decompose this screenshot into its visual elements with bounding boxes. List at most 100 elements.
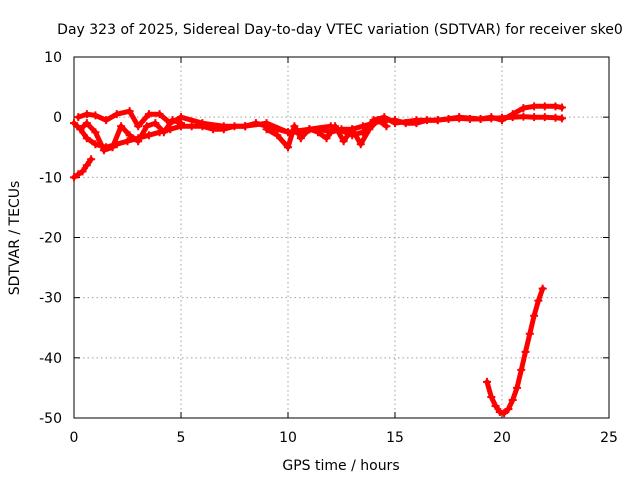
y-tick-label: -40 [39,351,62,367]
data-point-early-descent-2 [78,167,87,176]
chart-title: Day 323 of 2025, Sidereal Day-to-day VTE… [57,22,623,38]
data-point-upper-track-33 [551,102,560,111]
data-point-middle-jitter-9 [339,137,348,146]
data-point-middle-jitter-14 [382,122,391,131]
data-point-upper-track-21 [380,113,389,122]
data-point-loop-track-9 [151,119,160,128]
data-point-loop-track-6 [125,131,134,140]
data-point-early-descent-4 [87,155,96,164]
data-point-middle-jitter-13 [373,116,382,125]
data-point-upper-track-3 [102,116,111,125]
data-point-main-track-47 [557,114,566,123]
data-point-dip-arc-5 [504,404,513,413]
data-point-upper-track-0 [74,113,83,122]
data-point-loop-track-11 [168,116,177,125]
data-point-early-descent-3 [82,161,91,170]
data-point-early-descent-1 [74,170,83,179]
y-tick-label: -20 [39,231,62,247]
data-point-upper-track-5 [125,107,134,116]
data-point-dip-arc-3 [495,407,504,416]
x-tick-label: 25 [600,430,618,446]
x-tick-label: 10 [279,430,297,446]
data-point-dip-arc-11 [530,311,539,320]
data-point-middle-jitter-11 [356,140,365,149]
data-point-middle-jitter-1 [273,131,282,140]
data-point-upper-track-1 [82,110,91,119]
data-point-dip-arc-4 [500,409,509,418]
data-point-dip-arc-2 [491,401,500,410]
data-point-middle-jitter-6 [313,128,322,137]
data-point-upper-track-31 [530,102,539,111]
x-tick-label: 20 [493,430,511,446]
data-point-dip-arc-9 [521,347,530,356]
data-point-main-track-0 [70,119,78,128]
data-point-upper-track-23 [412,116,421,125]
data-point-dip-arc-1 [487,392,496,401]
data-point-upper-track-27 [487,113,496,122]
x-tick-label: 15 [386,430,404,446]
data-point-upper-track-12 [219,122,228,131]
data-point-middle-jitter-10 [348,125,357,134]
data-point-middle-jitter-4 [296,134,305,143]
data-point-loop-track-1 [82,119,91,128]
data-point-dip-arc-13 [538,284,547,293]
data-point-upper-track-30 [519,104,528,113]
data-point-upper-track-4 [112,110,121,119]
data-point-main-track-43 [519,112,528,121]
data-point-upper-track-22 [391,119,399,128]
data-point-upper-track-25 [455,113,464,122]
data-point-middle-jitter-8 [331,122,340,131]
data-point-upper-track-28 [498,116,506,125]
data-point-upper-track-29 [508,110,517,119]
x-tick-label: 0 [70,430,79,446]
data-series [70,102,566,418]
data-point-main-track-12 [187,122,196,131]
data-point-middle-jitter-2 [284,143,292,152]
data-point-upper-track-7 [144,110,153,119]
data-point-upper-track-11 [198,119,207,128]
data-point-loop-track-5 [117,122,126,131]
y-tick-label: 10 [44,50,62,66]
data-point-loop-track-10 [159,128,168,137]
data-point-loop-track-12 [177,119,185,128]
x-axis-label: GPS time / hours [282,458,399,474]
data-point-middle-jitter-3 [290,122,299,131]
grid-lines [74,57,609,418]
data-point-dip-arc-12 [534,296,543,305]
data-point-dip-arc-10 [525,329,534,338]
data-point-main-track-8 [144,131,153,140]
data-point-upper-track-34 [557,103,566,112]
data-point-main-track-45 [540,113,549,122]
y-tick-label: -50 [39,411,62,427]
data-point-main-track-44 [530,113,539,122]
data-point-dip-arc-0 [483,377,492,386]
data-point-middle-jitter-12 [365,125,374,134]
data-point-upper-track-2 [91,111,100,120]
data-point-upper-track-24 [433,116,442,125]
data-point-upper-track-8 [155,110,164,119]
data-point-loop-track-7 [134,137,143,146]
data-point-dip-arc-6 [508,395,517,404]
data-point-loop-track-4 [108,143,117,152]
data-point-upper-track-13 [241,122,250,131]
data-point-loop-track-2 [91,128,100,137]
data-point-middle-jitter-0 [262,125,271,134]
y-tick-label: -30 [39,291,62,307]
data-point-early-descent-0 [70,173,78,182]
data-point-upper-track-6 [134,122,143,131]
data-point-main-track-2 [82,134,91,143]
data-point-upper-track-26 [476,114,485,123]
data-point-dip-arc-7 [512,383,521,392]
data-point-loop-track-3 [99,146,108,155]
y-axis-label: SDTVAR / TECUs [7,181,23,296]
y-tick-label: -10 [39,170,62,186]
axis-ticks: 0 5 10 15 20 25 10 0 -10 -20 -30 -40 -50 [39,50,618,446]
data-point-main-track-3 [91,140,100,149]
series-line-dip-arc [484,286,546,416]
x-tick-label: 5 [177,430,186,446]
data-point-middle-jitter-5 [305,125,314,134]
data-point-upper-track-32 [540,102,549,111]
data-point-middle-jitter-7 [322,134,331,143]
y-tick-label: 0 [53,110,62,126]
